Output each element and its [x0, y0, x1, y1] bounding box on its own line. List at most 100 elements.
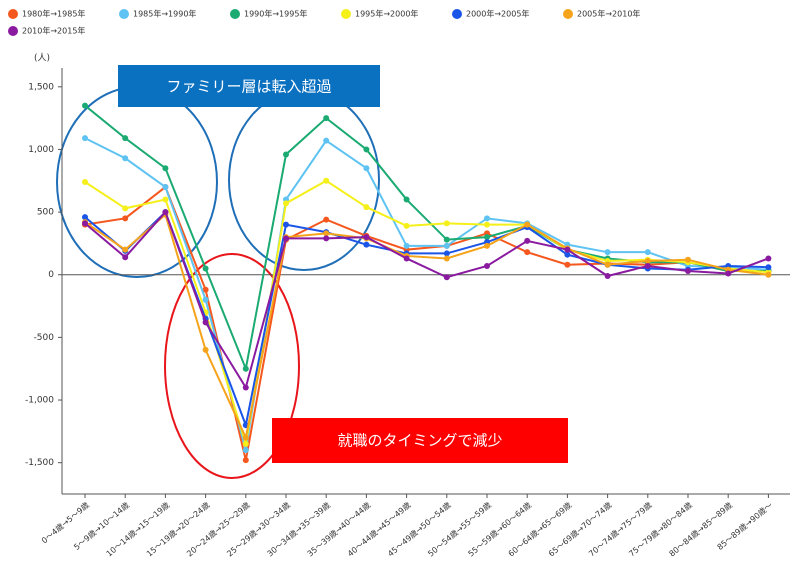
- y-tick-label: -500: [34, 333, 55, 343]
- data-point: [363, 146, 370, 153]
- annotation-box: [118, 65, 380, 107]
- data-point: [242, 384, 249, 391]
- data-point: [283, 151, 289, 158]
- annotation: ファミリー層は転入超過: [166, 78, 331, 96]
- data-point: [122, 155, 129, 162]
- x-tick-label: 75～79歳→80～84歳: [627, 500, 694, 559]
- data-point: [685, 256, 691, 263]
- x-tick-label: 40～44歳→45～49歳: [345, 500, 412, 559]
- legend-marker: [8, 9, 18, 19]
- data-point: [443, 250, 450, 257]
- data-point: [363, 241, 370, 248]
- legend-marker: [563, 9, 573, 19]
- data-point: [363, 204, 370, 211]
- data-point: [604, 261, 611, 268]
- y-tick-label: 500: [37, 208, 54, 218]
- plot: 1,5001,0005000-500-1,000-1,5000～4歳→5～9歳5…: [25, 68, 790, 558]
- data-point: [564, 246, 571, 253]
- data-point: [403, 222, 410, 229]
- data-point: [162, 184, 169, 191]
- data-point: [82, 220, 88, 227]
- data-point: [484, 221, 490, 228]
- legend-label: 1980年→1985年: [22, 9, 85, 19]
- data-point: [202, 265, 209, 272]
- data-point: [765, 255, 772, 262]
- data-point: [82, 214, 88, 221]
- data-point: [524, 249, 531, 256]
- data-point: [765, 264, 772, 271]
- data-point: [604, 272, 611, 279]
- series-line: [84, 210, 769, 390]
- data-point: [202, 286, 209, 293]
- data-point: [564, 261, 571, 268]
- highlight-ellipse: [228, 89, 380, 271]
- annotation: 就職のタイミングで減少: [337, 432, 502, 450]
- data-point: [122, 215, 129, 222]
- data-point: [323, 235, 330, 242]
- data-point: [283, 200, 289, 207]
- data-point: [82, 102, 88, 109]
- x-tick-label: 10～14歳→15～19歳: [104, 500, 171, 559]
- y-axis-label: (人): [34, 53, 50, 64]
- data-point: [524, 221, 531, 228]
- legend-marker: [341, 9, 351, 19]
- data-point: [323, 137, 330, 144]
- x-tick-label: 35～39歳→40～44歳: [305, 500, 372, 559]
- data-point: [283, 221, 289, 228]
- data-point: [604, 249, 611, 256]
- data-point: [242, 447, 249, 454]
- series-line: [84, 185, 769, 461]
- data-point: [524, 237, 531, 244]
- data-point: [403, 242, 410, 249]
- y-tick-label: 1,500: [28, 82, 54, 92]
- data-point: [484, 262, 490, 269]
- data-point: [363, 165, 370, 172]
- data-point: [242, 457, 249, 464]
- data-point: [443, 242, 450, 249]
- data-point: [765, 271, 772, 278]
- data-point: [443, 255, 450, 262]
- legend-marker: [119, 9, 129, 19]
- annotation-box: [272, 418, 568, 463]
- series-line: [84, 212, 769, 441]
- data-point: [162, 196, 169, 203]
- data-point: [644, 262, 651, 269]
- y-tick-label: 1,000: [28, 145, 54, 155]
- data-point: [644, 249, 651, 256]
- data-point: [403, 196, 410, 203]
- data-point: [242, 434, 249, 441]
- data-point: [564, 251, 571, 258]
- x-tick-label: 60～64歳→65～69歳: [506, 500, 573, 559]
- legend-label: 1995年→2000年: [355, 9, 418, 19]
- y-tick-label: -1,000: [25, 396, 54, 406]
- data-point: [82, 179, 88, 186]
- data-point: [122, 254, 129, 261]
- data-point: [202, 319, 209, 326]
- legend-marker: [230, 9, 240, 19]
- data-point: [122, 205, 129, 212]
- data-point: [162, 165, 169, 172]
- x-tick-label: 55～59歳→60～64歳: [466, 500, 533, 559]
- data-point: [685, 267, 691, 274]
- data-point: [363, 234, 370, 241]
- data-point: [443, 274, 450, 281]
- data-point: [323, 115, 330, 122]
- data-point: [484, 242, 490, 249]
- data-point: [122, 135, 129, 142]
- data-point: [484, 234, 490, 241]
- data-point: [202, 346, 209, 353]
- data-point: [644, 257, 651, 264]
- data-point: [82, 135, 88, 142]
- data-point: [202, 296, 209, 303]
- data-point: [162, 209, 169, 216]
- data-point: [283, 235, 289, 242]
- legend-label: 2000年→2005年: [466, 9, 529, 19]
- y-tick-label: -1,500: [25, 458, 54, 468]
- series-line: [84, 104, 769, 373]
- x-tick-label: 65～69歳→70～74歳: [546, 500, 613, 559]
- data-point: [122, 246, 129, 253]
- data-point: [443, 220, 450, 227]
- x-tick-label: 70～74歳→75～79歳: [586, 500, 653, 559]
- series-line: [84, 210, 769, 429]
